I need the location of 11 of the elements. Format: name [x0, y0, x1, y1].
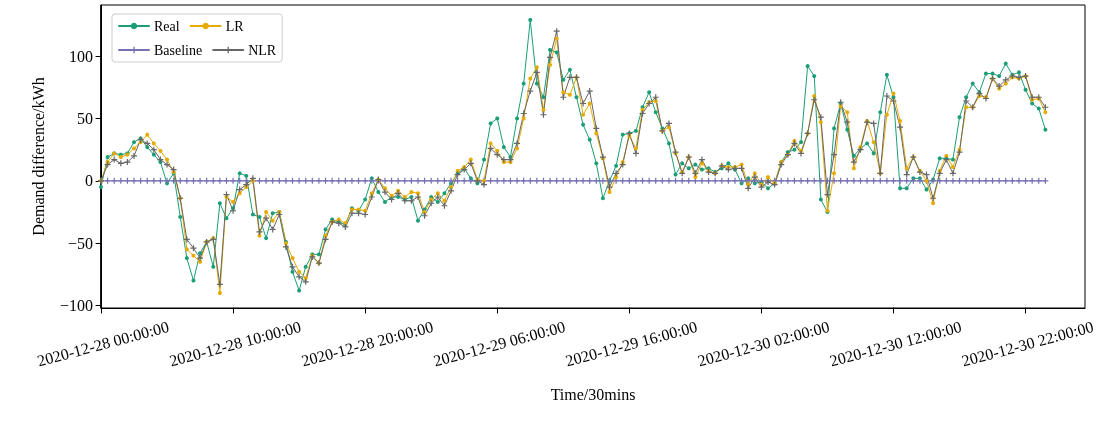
x-axis-title: Time/30mins [550, 385, 636, 403]
y-tick-label: 50 [77, 109, 93, 127]
legend-label: Real [154, 18, 180, 34]
legend-label: Baseline [154, 42, 203, 58]
legend-label: LR [225, 18, 245, 34]
y-tick-label: 100 [69, 47, 93, 65]
y-axis-title: Demand difference/kWh [29, 77, 47, 236]
legend-label: NLR [248, 42, 277, 58]
y-tick-label: 0 [85, 172, 93, 190]
y-tick-label: −100 [59, 297, 93, 315]
y-tick-label: −50 [67, 234, 93, 252]
